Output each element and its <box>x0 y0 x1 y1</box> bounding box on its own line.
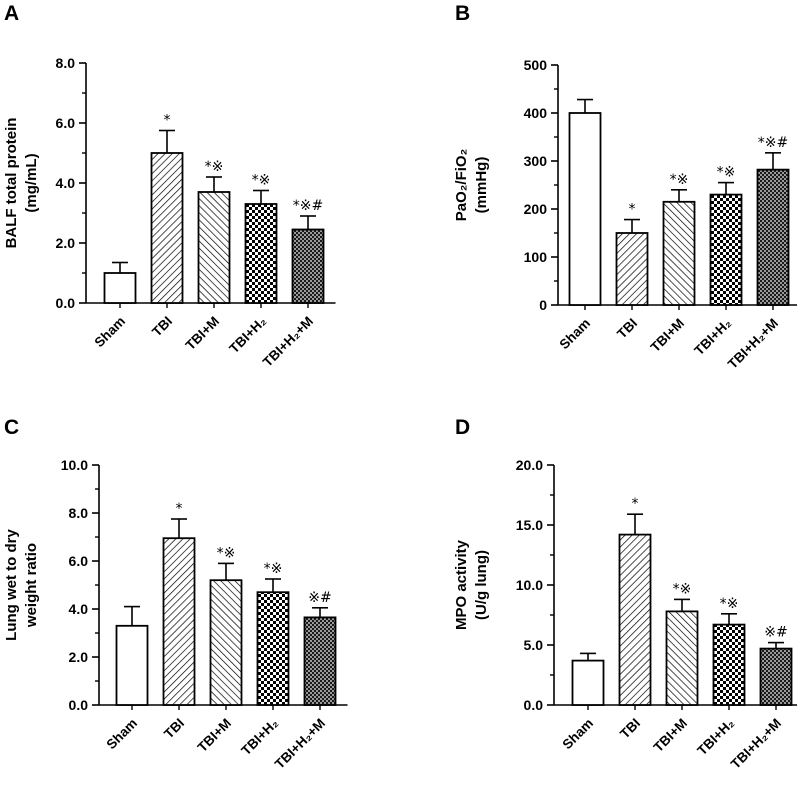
bar <box>256 591 290 706</box>
category-label: TBI+H₂+M <box>728 716 784 772</box>
significance-label: *※ <box>252 173 271 189</box>
y-tick-label: 10.0 <box>516 577 543 593</box>
panel-letter: A <box>4 2 19 25</box>
y-tick-label: 400 <box>524 105 548 121</box>
bar <box>162 537 196 706</box>
category-label: Sham <box>557 316 594 353</box>
category-label: Sham <box>560 716 597 753</box>
bar <box>662 200 696 306</box>
y-tick-label: 20.0 <box>516 457 543 473</box>
category-label: Sham <box>92 314 129 351</box>
y-tick-label: 8.0 <box>69 505 89 521</box>
significance-label: *※ <box>670 172 689 188</box>
category-label: TBI+M <box>183 314 223 354</box>
significance-label: *※ <box>205 159 224 175</box>
y-axis-title: MPO activity (U/g lung) <box>453 539 490 630</box>
significance-label: * <box>164 113 171 129</box>
bar <box>115 624 149 706</box>
category-label: TBI+H₂ <box>238 716 281 759</box>
bar <box>571 659 605 706</box>
panel-d: D 0.0 5.0 10.0 15.0 20.0 MPO activity (U/g lung… <box>453 416 797 772</box>
bar <box>615 232 649 306</box>
y-tick-label: 8.0 <box>56 55 76 71</box>
y-tick-label: 5.0 <box>524 637 544 653</box>
y-tick-label: 4.0 <box>56 175 76 191</box>
category-label: TBI <box>614 316 640 342</box>
category-label: TBI+H₂+M <box>272 716 328 772</box>
bar <box>209 579 243 706</box>
category-label: TBI+M <box>651 716 691 756</box>
category-label: TBI+M <box>195 716 235 756</box>
y-tick-label: 0.0 <box>524 697 544 713</box>
bar <box>568 112 602 306</box>
y-tick-label: 15.0 <box>516 517 543 533</box>
bar <box>712 623 746 706</box>
bar <box>303 616 337 706</box>
category-label: TBI+H₂ <box>691 316 734 359</box>
y-tick-label: 100 <box>524 249 548 265</box>
category-label: Sham <box>104 716 141 753</box>
significance-label: *※# <box>758 135 788 151</box>
significance-label: ※# <box>308 590 331 606</box>
category-label: TBI+H₂+M <box>725 316 781 372</box>
y-tick-label: 0.0 <box>56 295 76 311</box>
y-tick-label: 200 <box>524 201 548 217</box>
y-tick-label: 2.0 <box>56 235 76 251</box>
y-axis-title: Lung wet to dry weight ratio <box>3 529 40 641</box>
panel-letter: D <box>455 416 470 439</box>
category-label: TBI <box>617 716 643 742</box>
y-tick-label: 2.0 <box>69 649 89 665</box>
panel-b: B 0 100 200 300 400 500 PaO₂/FiO₂ (mmHg) Sham * TBI… <box>453 2 797 372</box>
y-tick-label: 300 <box>524 153 548 169</box>
y-tick-label: 0.0 <box>69 697 89 713</box>
bar <box>618 533 652 706</box>
category-label: TBI+H₂ <box>694 716 737 759</box>
significance-label: * <box>176 501 183 517</box>
bar <box>291 228 325 304</box>
category-label: TBI+H₂ <box>226 314 269 357</box>
y-tick-label: 0 <box>539 297 547 313</box>
bar <box>665 610 699 706</box>
significance-label: *※ <box>717 165 736 181</box>
category-label: TBI+M <box>648 316 688 356</box>
bar <box>197 191 231 304</box>
significance-label: *※# <box>293 198 323 214</box>
bar <box>709 193 743 306</box>
significance-label: ※# <box>764 625 787 641</box>
y-axis-title: PaO₂/FiO₂ (mmHg) <box>453 149 490 222</box>
y-tick-label: 500 <box>524 57 548 73</box>
bar <box>150 152 184 304</box>
y-tick-label: 10.0 <box>61 457 88 473</box>
y-tick-label: 4.0 <box>69 601 89 617</box>
panel-a: A 0.0 2.0 4.0 6.0 8.0 BALF total protein (mg/mL… <box>3 2 336 370</box>
bar <box>756 168 790 306</box>
significance-label: *※ <box>673 581 692 597</box>
bar <box>759 647 793 706</box>
significance-label: * <box>632 496 639 512</box>
significance-label: *※ <box>264 561 283 577</box>
panel-c: C 0.0 2.0 4.0 6.0 8.0 10.0 Lung wet to dry weigh… <box>3 416 348 772</box>
significance-label: * <box>629 202 636 218</box>
category-label: TBI <box>149 314 175 340</box>
panel-letter: C <box>4 416 19 439</box>
y-axis-title: BALF total protein (mg/mL) <box>3 118 40 249</box>
significance-label: *※ <box>217 545 236 561</box>
bar <box>103 272 137 304</box>
y-tick-label: 6.0 <box>69 553 89 569</box>
panel-letter: B <box>455 2 470 25</box>
bar <box>244 203 278 304</box>
y-tick-label: 6.0 <box>56 115 76 131</box>
significance-label: *※ <box>720 596 739 612</box>
category-label: TBI <box>161 716 187 742</box>
category-label: TBI+H₂+M <box>260 314 316 370</box>
